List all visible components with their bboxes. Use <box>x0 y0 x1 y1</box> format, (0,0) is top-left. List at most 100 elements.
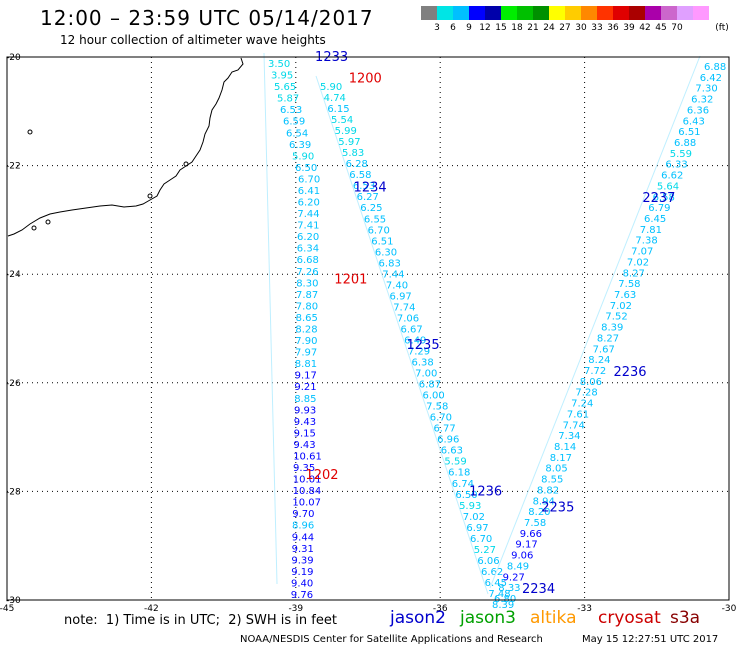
wave-height-value: 3.95 <box>271 71 293 82</box>
wave-height-value: 8.05 <box>545 464 567 475</box>
wave-height-value: 6.42 <box>700 73 722 84</box>
wave-height-value: 8.65 <box>296 313 318 324</box>
colorbar-tick: 24 <box>543 23 555 33</box>
wave-height-value: 8.55 <box>541 475 563 486</box>
wave-height-value: 9.43 <box>294 417 316 428</box>
wave-height-value: 5.54 <box>331 115 353 126</box>
wave-height-value: 8.49 <box>507 561 529 572</box>
colorbar-tick: 39 <box>623 23 635 33</box>
colorbar-swatch <box>629 6 645 20</box>
wave-height-value: 7.40 <box>386 280 408 291</box>
wave-height-value: 8.27 <box>623 268 645 279</box>
wave-height-value: 8.17 <box>550 453 572 464</box>
generation-timestamp: May 15 12:27:51 UTC 2017 <box>582 634 719 645</box>
lon-tick-label: -45 <box>0 604 14 614</box>
wave-height-value: 9.66 <box>520 529 542 540</box>
island <box>31 225 37 231</box>
map-title: 12:00 – 23:59 UTC 05/14/2017 <box>40 6 374 30</box>
wave-height-value: 7.90 <box>295 336 317 347</box>
wave-height-value: 6.34 <box>297 244 319 255</box>
colorbar-tick: 36 <box>607 23 619 33</box>
wave-height-value: 8.81 <box>295 359 317 370</box>
wave-height-value: 7.74 <box>393 302 415 313</box>
wave-height-value: 7.58 <box>618 279 640 290</box>
wave-height-value: 7.48 <box>488 589 510 600</box>
wave-height-value: 7.29 <box>408 347 430 358</box>
coastal-islands <box>27 129 189 231</box>
wave-height-value: 6.50 <box>455 490 477 501</box>
wave-height-value: 7.24 <box>571 399 593 410</box>
wave-height-value: 8.06 <box>580 377 602 388</box>
colorbar-swatch <box>661 6 677 20</box>
map-frame <box>6 56 730 601</box>
wave-height-value: 7.52 <box>605 312 627 323</box>
wave-height-value: 7.58 <box>426 402 448 413</box>
wave-height-value: 7.07 <box>631 247 653 258</box>
wave-height-value: 7.80 <box>296 301 318 312</box>
wave-height-value: 6.51 <box>371 236 393 247</box>
colorbar-swatch <box>597 6 613 20</box>
wave-height-value: 9.39 <box>291 555 313 566</box>
colorbar-tick: 42 <box>639 23 651 33</box>
track-line <box>263 52 278 585</box>
wave-height-value: 7.00 <box>415 369 437 380</box>
colorbar-tick: 30 <box>575 23 587 33</box>
colorbar-tick: 27 <box>559 23 571 33</box>
wave-height-value: 6.63 <box>441 446 463 457</box>
wave-height-value: 3.50 <box>268 59 290 70</box>
wave-height-value: 6.67 <box>401 324 423 335</box>
wave-height-value: 6.30 <box>375 247 397 258</box>
colorbar-swatch <box>645 6 661 20</box>
wave-height-value: 7.06 <box>397 313 419 324</box>
wave-height-value: 9.44 <box>292 532 314 543</box>
wave-height-value: 6.62 <box>481 567 503 578</box>
colorbar-tick: 3 <box>434 23 440 33</box>
wave-height-value: 8.39 <box>601 323 623 334</box>
pass-time-label: 2235 <box>541 501 574 516</box>
wave-height-value: 6.15 <box>327 104 349 115</box>
wave-height-value: 9.19 <box>291 567 313 578</box>
wave-height-value: 7.02 <box>610 301 632 312</box>
colorbar-swatch <box>485 6 501 20</box>
wave-height-value: 7.38 <box>635 236 657 247</box>
colorbar-tick: 70 <box>671 23 683 33</box>
wave-height-value: 6.97 <box>390 291 412 302</box>
wave-height-value: 6.45 <box>644 214 666 225</box>
wave-height-value: 5.65 <box>274 82 296 93</box>
wave-height-value: 6.96 <box>437 435 459 446</box>
colorbar-swatch <box>501 6 517 20</box>
colorbar-unit: (ft) <box>715 23 729 33</box>
satellite-legend-item: jason3 <box>460 608 516 628</box>
satellite-legend-item: s3a <box>670 608 701 628</box>
wave-height-value: 7.02 <box>463 512 485 523</box>
pass-time-label: 1200 <box>349 72 382 87</box>
wave-height-value: 6.20 <box>298 198 320 209</box>
wave-height-value: 6.70 <box>430 413 452 424</box>
wave-height-value: 6.87 <box>419 380 441 391</box>
axis-labels: -45 -42 -39 -36 -33 -30 -20 -22 -24 -26 -28 -30 <box>0 53 737 614</box>
colorbar-swatch <box>517 6 533 20</box>
colorbar-swatch <box>677 6 693 20</box>
wave-height-value: 9.35 <box>293 463 315 474</box>
wave-height-value: 6.59 <box>283 117 305 128</box>
wave-height-value: 6.79 <box>648 203 670 214</box>
wave-height-value: 7.81 <box>640 225 662 236</box>
wave-height-value: 9.43 <box>293 440 315 451</box>
lat-tick-label: -20 <box>6 53 21 63</box>
colorbar-swatch <box>453 6 469 20</box>
wave-height-value: 6.70 <box>298 174 320 185</box>
satellite-legend-item: cryosat <box>598 608 661 628</box>
wave-height-value: 7.28 <box>575 388 597 399</box>
wave-height-value: 7.61 <box>567 409 589 420</box>
pass-time-labels: 1233120012341201123512021236223422372236… <box>305 50 675 597</box>
lat-tick-label: -24 <box>6 270 21 280</box>
wave-height-value: 5.64 <box>657 181 679 192</box>
wave-height-value: 7.67 <box>593 344 615 355</box>
colorbar-swatch <box>565 6 581 20</box>
wave-height-value: 6.55 <box>364 214 386 225</box>
wave-height-value: 9.15 <box>294 428 316 439</box>
wave-height-value: 6.00 <box>422 391 444 402</box>
map-subtitle: 12 hour collection of altimeter wave hei… <box>60 33 326 47</box>
wave-height-value: 7.02 <box>627 257 649 268</box>
colorbar-swatch <box>421 6 437 20</box>
